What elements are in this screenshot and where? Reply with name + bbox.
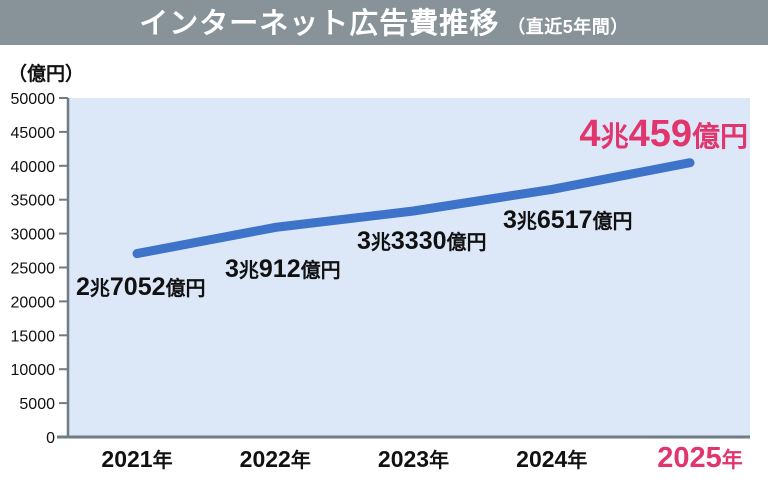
data-point-label: 3兆3330億円	[357, 227, 487, 255]
y-axis-tick-label: 35000	[11, 193, 56, 210]
chart-title-bar: インターネット広告費推移 （直近5年間）	[0, 0, 768, 45]
y-axis-tick-label: 10000	[11, 362, 56, 379]
data-point-label: 2兆7052億円	[76, 273, 206, 301]
data-point-label: 4兆459億円	[579, 113, 748, 155]
trend-line	[132, 158, 695, 259]
y-axis-tick-label: 40000	[11, 159, 56, 176]
chart-title: インターネット広告費推移	[139, 8, 500, 40]
y-axis-tick-label: 50000	[11, 91, 56, 108]
y-axis-tick-label: 30000	[11, 227, 56, 244]
y-axis-tick-label: 0	[46, 430, 55, 447]
x-axis-year-label: 2024年	[516, 446, 587, 472]
x-axis-year-label: 2023年	[378, 446, 449, 472]
y-axis-tick-label: 5000	[19, 396, 55, 413]
plot-background	[68, 98, 750, 437]
y-axis-tick-label: 25000	[11, 261, 56, 278]
y-axis-unit-label: （億円）	[8, 64, 85, 85]
data-point-label: 3兆6517億円	[503, 206, 633, 234]
y-axis-tick-label: 15000	[11, 328, 56, 345]
y-axis-tick-label: 45000	[11, 125, 56, 142]
chart-subtitle: （直近5年間）	[507, 17, 629, 37]
data-point-label: 3兆912億円	[225, 255, 341, 283]
x-axis-year-label: 2021年	[101, 446, 172, 472]
x-axis-year-label: 2022年	[240, 446, 311, 472]
x-axis-year-label: 2025年	[657, 442, 743, 474]
y-axis-tick-label: 20000	[11, 294, 56, 311]
